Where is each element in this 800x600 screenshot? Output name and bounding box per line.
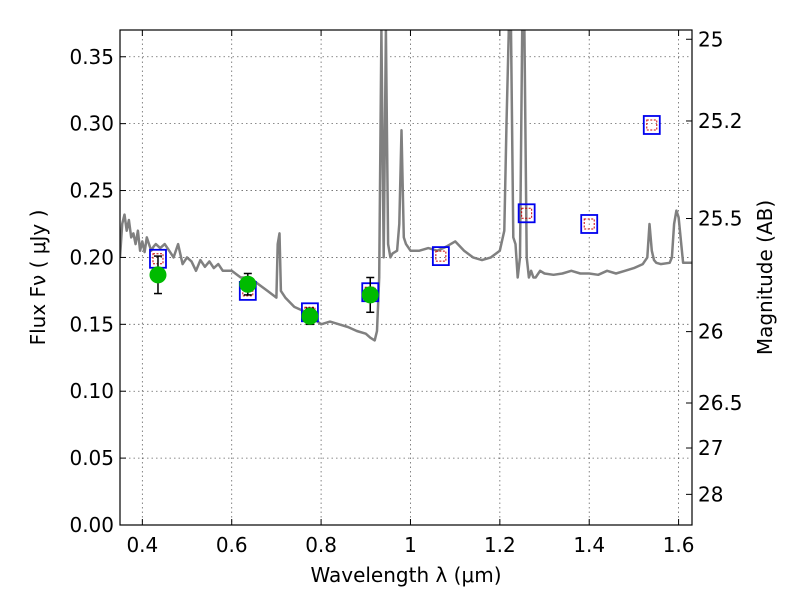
x-tick-label: 0.4 [126,533,158,557]
y-axis-ticks: 0.00 0.05 0.10 0.15 0.20 0.25 0.30 0.35 [69,45,126,537]
observed-point [149,255,167,295]
spectrum-line [120,30,692,342]
y-tick-label: 0.05 [69,446,114,470]
observed-point [239,272,257,296]
y2-tick-label: 26.5 [698,391,743,415]
x-tick-label: 0.8 [305,533,337,557]
observed-marker [361,286,379,304]
observed-marker [239,275,257,293]
plot-frame [119,29,693,526]
y2-tick-label: 28 [698,482,723,506]
y2-tick-label: 25.5 [698,207,743,231]
y-tick-label: 0.10 [69,379,114,403]
x-tick-label: 1.2 [484,533,516,557]
y2-axis-label: Magnitude (AB) [753,200,777,355]
x-tick-label: 1.6 [663,533,695,557]
y2-tick-label: 25 [698,27,723,51]
y-tick-label: 0.00 [69,513,114,537]
observed-points-series [149,255,379,326]
y-tick-label: 0.15 [69,312,114,336]
y2-tick-label: 27 [698,436,723,460]
observed-point [361,276,379,314]
spectrum-series [120,30,692,342]
model-point [580,214,599,234]
y-tick-label: 0.25 [69,179,114,203]
model-points-series [149,115,661,323]
observed-point [301,307,319,326]
x-tick-label: 1.4 [573,533,605,557]
x-tick-label: 0.6 [216,533,248,557]
model-point [517,203,536,224]
x-tick-label: 1 [404,533,417,557]
x-axis-label: Wavelength λ (μm) [310,563,501,587]
model-point [642,115,661,135]
y2-axis-ticks: 25 25.2 25.5 26 26.5 27 28 [686,27,743,506]
observed-marker [301,307,319,325]
y-axis-label: Flux Fν ( μJy ) [26,210,50,346]
y-tick-label: 0.20 [69,245,114,269]
y-tick-label: 0.30 [69,112,114,136]
y2-tick-label: 25.2 [698,109,743,133]
y2-tick-label: 26 [698,320,723,344]
grid-lines [120,30,692,526]
x-axis-ticks: 0.4 0.6 0.8 1 1.2 1.4 1.6 [126,30,695,557]
model-point [431,246,450,266]
observed-marker [149,266,167,284]
y-tick-label: 0.35 [69,45,114,69]
